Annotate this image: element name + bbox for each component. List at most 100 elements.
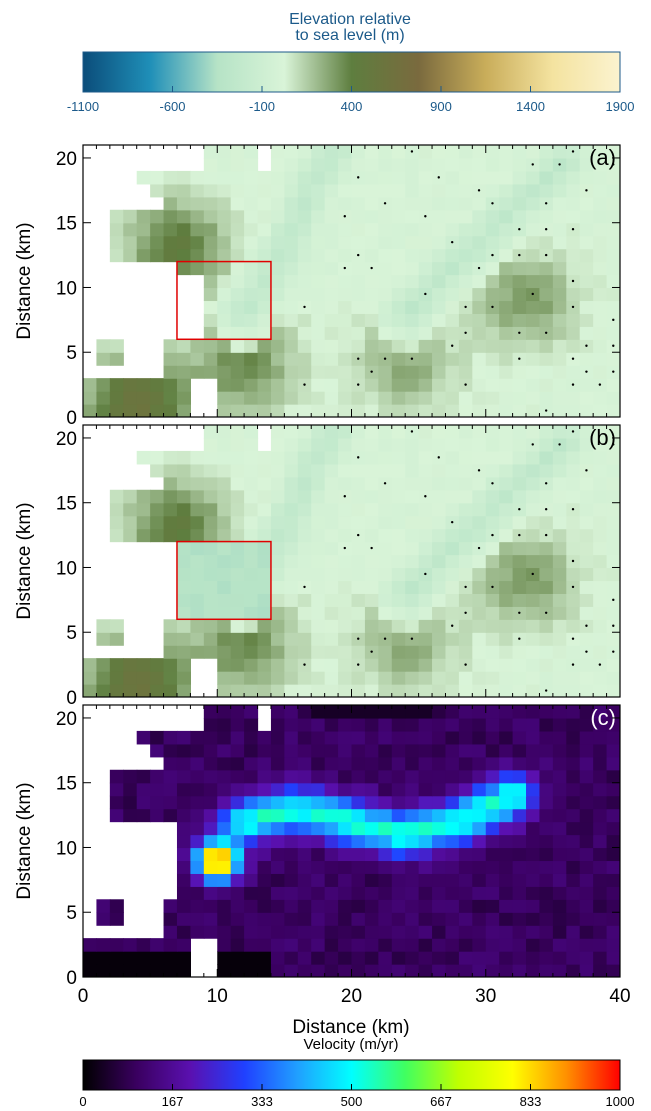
- heatmap-cell: [351, 476, 366, 491]
- y-tick-label: 5: [66, 623, 77, 644]
- heatmap-cell: [579, 196, 594, 211]
- heatmap-cell: [539, 743, 554, 758]
- heatmap-cell: [297, 756, 312, 771]
- heatmap-cell: [123, 951, 138, 965]
- heatmap-cell: [539, 183, 554, 198]
- heatmap-cell: [338, 580, 353, 594]
- heatmap-cell: [566, 671, 581, 685]
- heatmap-cell: [203, 261, 218, 276]
- heatmap-cell: [176, 235, 191, 250]
- heatmap-cell: [257, 515, 272, 530]
- heatmap-cell: [217, 554, 232, 569]
- heatmap-cell: [432, 769, 447, 784]
- heatmap-cell: [606, 502, 620, 517]
- heatmap-cell: [405, 502, 420, 517]
- heatmap-cell: [472, 860, 487, 874]
- heatmap-cell: [297, 326, 312, 340]
- heatmap-cell: [364, 912, 379, 926]
- heatmap-cell: [539, 352, 554, 366]
- heatmap-cell: [338, 313, 353, 327]
- heatmap-cell: [391, 157, 406, 172]
- heatmap-cell: [472, 593, 487, 607]
- heatmap-cell: [311, 463, 326, 478]
- heatmap-cell: [96, 938, 111, 952]
- heatmap-cell: [109, 489, 124, 504]
- heatmap-cell: [297, 541, 312, 556]
- heatmap-cell: [445, 222, 460, 237]
- panel-a: [83, 145, 620, 417]
- y-tick-label: 5: [66, 903, 77, 924]
- heatmap-cell: [311, 287, 326, 302]
- heatmap-cell: [606, 782, 620, 797]
- heatmap-cell: [244, 951, 259, 965]
- heatmap-cell: [566, 684, 581, 697]
- heatmap-cell: [499, 287, 514, 302]
- heatmap-cell: [364, 300, 379, 314]
- heatmap-cell: [324, 873, 339, 887]
- heatmap-cell: [526, 808, 541, 823]
- heatmap-cell: [270, 743, 285, 758]
- heatmap-cell: [163, 743, 178, 758]
- heatmap-cell: [176, 515, 191, 530]
- heatmap-cell: [485, 170, 500, 185]
- heatmap-cell: [364, 834, 379, 849]
- heatmap-cell: [364, 437, 379, 452]
- heatmap-cell: [593, 886, 608, 900]
- stipple-dot: [357, 533, 360, 537]
- heatmap-cell: [552, 782, 567, 797]
- heatmap-cell: [432, 437, 447, 452]
- heatmap-cell: [391, 391, 406, 405]
- heatmap-cell: [472, 899, 487, 913]
- heatmap-cell: [351, 873, 366, 887]
- heatmap-cell: [418, 730, 433, 745]
- heatmap-cell: [432, 705, 447, 719]
- heatmap-cell: [230, 157, 245, 172]
- heatmap-cell: [217, 489, 232, 504]
- heatmap-cell: [163, 378, 178, 392]
- heatmap-cell: [445, 860, 460, 874]
- heatmap-cell: [351, 925, 366, 939]
- heatmap-cell: [445, 209, 460, 224]
- heatmap-cell: [391, 489, 406, 504]
- heatmap-cell: [432, 157, 447, 172]
- colorbar-tick-label: -1100: [67, 99, 99, 114]
- stipple-dot: [518, 253, 521, 257]
- heatmap-cell: [176, 873, 191, 887]
- heatmap-cell: [526, 339, 541, 353]
- heatmap-cell: [190, 567, 205, 582]
- heatmap-cell: [405, 795, 420, 810]
- heatmap-cell: [136, 938, 151, 952]
- heatmap-cell: [445, 756, 460, 771]
- heatmap-cell: [593, 580, 608, 594]
- heatmap-cell: [284, 860, 299, 874]
- heatmap-cell: [391, 730, 406, 745]
- heatmap-cell: [391, 170, 406, 185]
- heatmap-cell: [109, 938, 124, 952]
- heatmap-cell: [123, 808, 138, 823]
- heatmap-cell: [526, 326, 541, 340]
- heatmap-cell: [203, 821, 218, 836]
- heatmap-cell: [203, 248, 218, 263]
- heatmap-cell: [445, 873, 460, 887]
- heatmap-cell: [458, 938, 473, 952]
- heatmap-cell: [364, 964, 379, 977]
- heatmap-cell: [163, 476, 178, 491]
- heatmap-cell: [257, 365, 272, 379]
- heatmap-cell: [324, 795, 339, 810]
- heatmap-cell: [203, 326, 218, 340]
- heatmap-cell: [485, 352, 500, 366]
- heatmap-cell: [499, 326, 514, 340]
- heatmap-cell: [163, 964, 178, 977]
- heatmap-cell: [418, 157, 433, 172]
- heatmap-cell: [552, 339, 567, 353]
- heatmap-cell: [176, 925, 191, 939]
- heatmap-cell: [338, 404, 353, 417]
- heatmap-cell: [593, 476, 608, 491]
- heatmap-cell: [297, 352, 312, 366]
- heatmap-cell: [230, 684, 245, 697]
- heatmap-cell: [432, 684, 447, 697]
- heatmap-cell: [338, 782, 353, 797]
- heatmap-cell: [432, 554, 447, 569]
- heatmap-cell: [579, 378, 594, 392]
- heatmap-cell: [230, 274, 245, 289]
